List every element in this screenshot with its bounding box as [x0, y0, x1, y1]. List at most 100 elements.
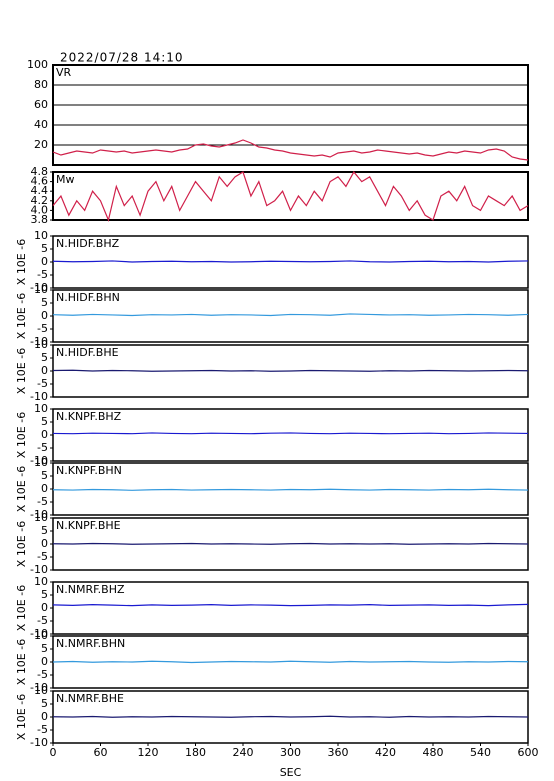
y-tick-label: 0	[41, 601, 48, 614]
y-axis-label: X 10E -6	[15, 694, 28, 740]
y-tick-label: -5	[37, 322, 48, 335]
trace-line	[52, 542, 529, 545]
y-tick-label: 0	[41, 255, 48, 268]
y-tick-label: -10	[30, 627, 48, 640]
y-tick-label: 0	[41, 537, 48, 550]
trace-line	[52, 170, 529, 222]
y-tick-label: 10	[34, 575, 48, 588]
trace-line	[52, 260, 529, 263]
x-tick-label: 240	[233, 746, 254, 759]
trace-name: N.KNPF.BHE	[56, 519, 121, 532]
y-tick-label: -5	[37, 550, 48, 563]
y-tick-label: 100	[27, 58, 48, 71]
y-tick-label: 0	[41, 710, 48, 723]
y-tick-label: 10	[34, 229, 48, 242]
y-tick-label: -5	[37, 377, 48, 390]
x-tick-label: 180	[185, 746, 206, 759]
y-tick-label: 0	[41, 364, 48, 377]
y-tick-label: -10	[30, 454, 48, 467]
y-tick-label: 10	[34, 684, 48, 697]
y-tick-label: 5	[41, 296, 48, 309]
y-axis-label: X 10E -6	[15, 348, 28, 394]
y-axis-label: X 10E -6	[15, 639, 28, 685]
y-tick-label: 5	[41, 588, 48, 601]
x-tick-label: 480	[423, 746, 444, 759]
trace-name: Mw	[56, 173, 75, 186]
trace-name: N.NMRF.BHZ	[56, 583, 125, 596]
y-tick-label: 4.8	[31, 165, 49, 178]
y-tick-label: -10	[30, 736, 48, 749]
x-tick-label: 360	[328, 746, 349, 759]
y-tick-label: 10	[34, 338, 48, 351]
y-tick-label: -5	[37, 268, 48, 281]
trace-line	[52, 660, 529, 664]
y-tick-label: -5	[37, 723, 48, 736]
trace-line	[52, 139, 529, 161]
y-tick-label: 40	[34, 118, 48, 131]
trace-name: N.HIDF.BHN	[56, 291, 120, 304]
trace-line	[52, 715, 529, 718]
trace-name: N.KNPF.BHN	[56, 464, 122, 477]
panel-frame	[52, 289, 529, 343]
y-axis-label: X 10E -6	[15, 239, 28, 285]
x-tick-label: 0	[50, 746, 57, 759]
y-tick-label: -5	[37, 441, 48, 454]
trace-line	[52, 488, 529, 491]
x-tick-label: 420	[375, 746, 396, 759]
y-tick-label: -10	[30, 563, 48, 576]
y-tick-label: -10	[30, 508, 48, 521]
trace-line	[52, 432, 529, 435]
y-tick-label: 5	[41, 642, 48, 655]
x-tick-label: 540	[470, 746, 491, 759]
y-tick-label: 4.6	[31, 175, 49, 188]
y-axis-label: X 10E -6	[15, 412, 28, 458]
y-tick-label: 4.2	[31, 194, 49, 207]
trace-name: N.NMRF.BHN	[56, 637, 125, 650]
trace-name: N.KNPF.BHZ	[56, 410, 122, 423]
y-tick-label: 10	[34, 511, 48, 524]
y-tick-label: 5	[41, 697, 48, 710]
y-tick-label: 20	[34, 138, 48, 151]
y-tick-label: -10	[30, 681, 48, 694]
trace-line	[52, 313, 529, 317]
trace-line	[52, 369, 529, 372]
y-tick-label: 0	[41, 309, 48, 322]
y-axis-label: X 10E -6	[15, 521, 28, 567]
trace-name: VR	[56, 66, 72, 79]
y-tick-label: 5	[41, 469, 48, 482]
y-tick-label: 5	[41, 351, 48, 364]
y-tick-label: 5	[41, 524, 48, 537]
y-axis-label: X 10E -6	[15, 293, 28, 339]
y-tick-label: 60	[34, 98, 48, 111]
y-tick-label: 5	[41, 415, 48, 428]
y-tick-label: 80	[34, 78, 48, 91]
panel-frame	[52, 408, 529, 462]
y-tick-label: -10	[30, 390, 48, 403]
x-tick-label: 120	[138, 746, 159, 759]
x-tick-label: 300	[280, 746, 301, 759]
y-tick-label: -5	[37, 495, 48, 508]
y-tick-label: 0	[41, 482, 48, 495]
x-tick-label: 60	[94, 746, 108, 759]
y-tick-label: 4.0	[31, 203, 49, 216]
y-tick-label: 0	[41, 428, 48, 441]
y-axis-label: X 10E -6	[15, 585, 28, 631]
y-tick-label: 10	[34, 283, 48, 296]
chart-title: 2022/07/28 14:10	[60, 51, 184, 65]
y-tick-label: 10	[34, 456, 48, 469]
y-tick-label: 10	[34, 629, 48, 642]
y-tick-label: 4.4	[31, 184, 49, 197]
panel-frame	[52, 64, 529, 166]
y-tick-label: 10	[34, 402, 48, 415]
y-tick-label: -5	[37, 614, 48, 627]
y-tick-label: -10	[30, 335, 48, 348]
x-axis-label: SEC	[280, 766, 302, 779]
y-axis-label: X 10E -6	[15, 466, 28, 512]
trace-name: N.NMRF.BHE	[56, 692, 124, 705]
trace-name: N.HIDF.BHE	[56, 346, 119, 359]
panel-frame	[52, 171, 529, 221]
trace-name: N.HIDF.BHZ	[56, 237, 120, 250]
y-tick-label: 0	[41, 655, 48, 668]
